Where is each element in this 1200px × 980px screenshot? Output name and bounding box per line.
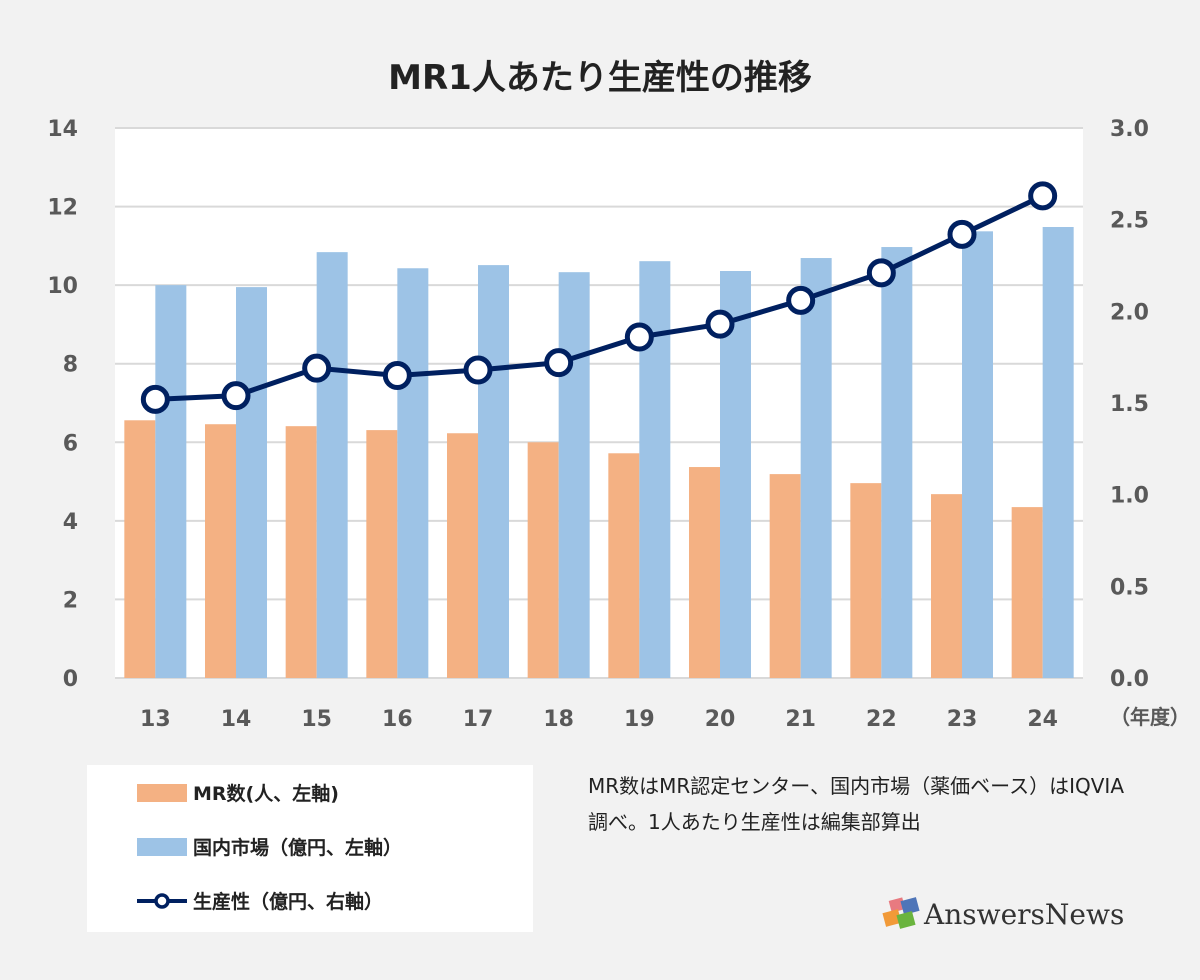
bar-mr	[1011, 507, 1043, 678]
bar-market	[800, 258, 832, 678]
x-axis-tick-label: 18	[543, 707, 574, 732]
right-axis-tick-label: 0.0	[1110, 667, 1149, 692]
productivity-point	[705, 309, 735, 339]
source-note: MR数はMR認定センター、国内市場（薬価ベース）はIQVIA調べ。1人あたり生産…	[588, 774, 1125, 834]
right-axis-tick-label: 0.5	[1110, 575, 1149, 600]
productivity-point	[544, 348, 574, 378]
bar-market	[236, 287, 267, 678]
legend-swatch-mr	[137, 783, 187, 802]
productivity-point	[1028, 181, 1058, 211]
left-axis-tick-label: 2	[63, 588, 78, 613]
left-axis-tick-label: 4	[63, 510, 78, 535]
x-axis-tick-label: 23	[947, 707, 978, 732]
bar-mr	[931, 494, 962, 678]
chart-title: MR1人あたり生産性の推移	[388, 58, 812, 98]
bar-mr	[608, 453, 640, 678]
bar-mr	[689, 467, 720, 678]
bar-mr	[285, 426, 317, 678]
bar-mr	[850, 483, 882, 678]
left-axis-tick-label: 0	[63, 667, 78, 692]
left-axis-tick-label: 8	[63, 353, 78, 378]
bar-mr	[447, 433, 478, 678]
productivity-point	[221, 381, 251, 411]
left-axis-tick-label: 12	[47, 196, 78, 221]
x-axis-tick-label: 15	[301, 707, 332, 732]
x-axis-tick-label: 24	[1027, 707, 1058, 732]
bar-mr	[366, 430, 398, 678]
left-axis-tick-label: 14	[47, 117, 78, 142]
productivity-point	[140, 384, 170, 414]
productivity-point	[947, 219, 977, 249]
bar-market	[881, 247, 913, 679]
legend-item-market: 国内市場（億円、左軸）	[137, 833, 402, 860]
productivity-point	[382, 361, 412, 390]
legend: MR数(人、左軸) 国内市場（億円、左軸） 生産性（億円、右軸）	[87, 765, 533, 932]
x-axis-tick-label: 20	[705, 707, 736, 732]
x-axis-tick-label: 17	[463, 707, 494, 732]
right-axis-tick-label: 2.0	[1110, 300, 1149, 325]
bar-market	[962, 231, 993, 679]
logo-text: AnswersNews	[924, 897, 1125, 931]
productivity-point	[786, 285, 816, 315]
x-axis-tick-label: 21	[785, 707, 816, 732]
x-axis-tick-label: 19	[624, 707, 655, 732]
bar-market	[1042, 227, 1074, 678]
left-axis-tick-label: 10	[47, 274, 78, 299]
x-axis-tick-label: 14	[221, 707, 252, 732]
productivity-point	[463, 355, 493, 385]
x-axis-unit-label: （年度）	[1110, 705, 1190, 729]
productivity-point	[624, 322, 654, 352]
productivity-point	[866, 258, 896, 288]
legend-line-marker-icon	[137, 892, 187, 909]
bar-market	[155, 285, 187, 678]
legend-label: 生産性（億円、右軸）	[193, 891, 384, 913]
right-axis-tick-label: 3.0	[1110, 117, 1149, 142]
legend-swatch-market	[137, 837, 187, 856]
right-axis-tick-label: 1.5	[1110, 392, 1149, 417]
bar-mr	[124, 420, 156, 678]
productivity-point	[302, 353, 332, 383]
puzzle-logo-icon	[882, 897, 920, 929]
bar-mr	[527, 442, 559, 678]
bar-market	[397, 268, 429, 678]
x-axis-tick-label: 16	[382, 707, 413, 732]
bar-market	[720, 271, 751, 678]
bar-market	[478, 265, 509, 678]
right-axis-tick-label: 1.0	[1110, 484, 1149, 509]
right-axis-tick-label: 2.5	[1110, 209, 1149, 234]
left-axis-tick-label: 6	[63, 431, 78, 456]
legend-item-mr: MR数(人、左軸)	[137, 779, 339, 806]
legend-item-productivity: 生産性（億円、右軸）	[137, 887, 383, 914]
x-axis-tick-label: 13	[140, 707, 171, 732]
logo: AnswersNews	[882, 897, 1124, 931]
bar-market	[558, 272, 590, 678]
plot-area	[115, 128, 1083, 678]
legend-label: 国内市場（億円、左軸）	[193, 837, 403, 859]
bar-mr	[205, 424, 236, 678]
legend-label: MR数(人、左軸)	[193, 783, 339, 805]
bar-mr	[769, 474, 801, 678]
bar-market	[316, 252, 348, 678]
x-axis-tick-label: 22	[866, 707, 897, 732]
